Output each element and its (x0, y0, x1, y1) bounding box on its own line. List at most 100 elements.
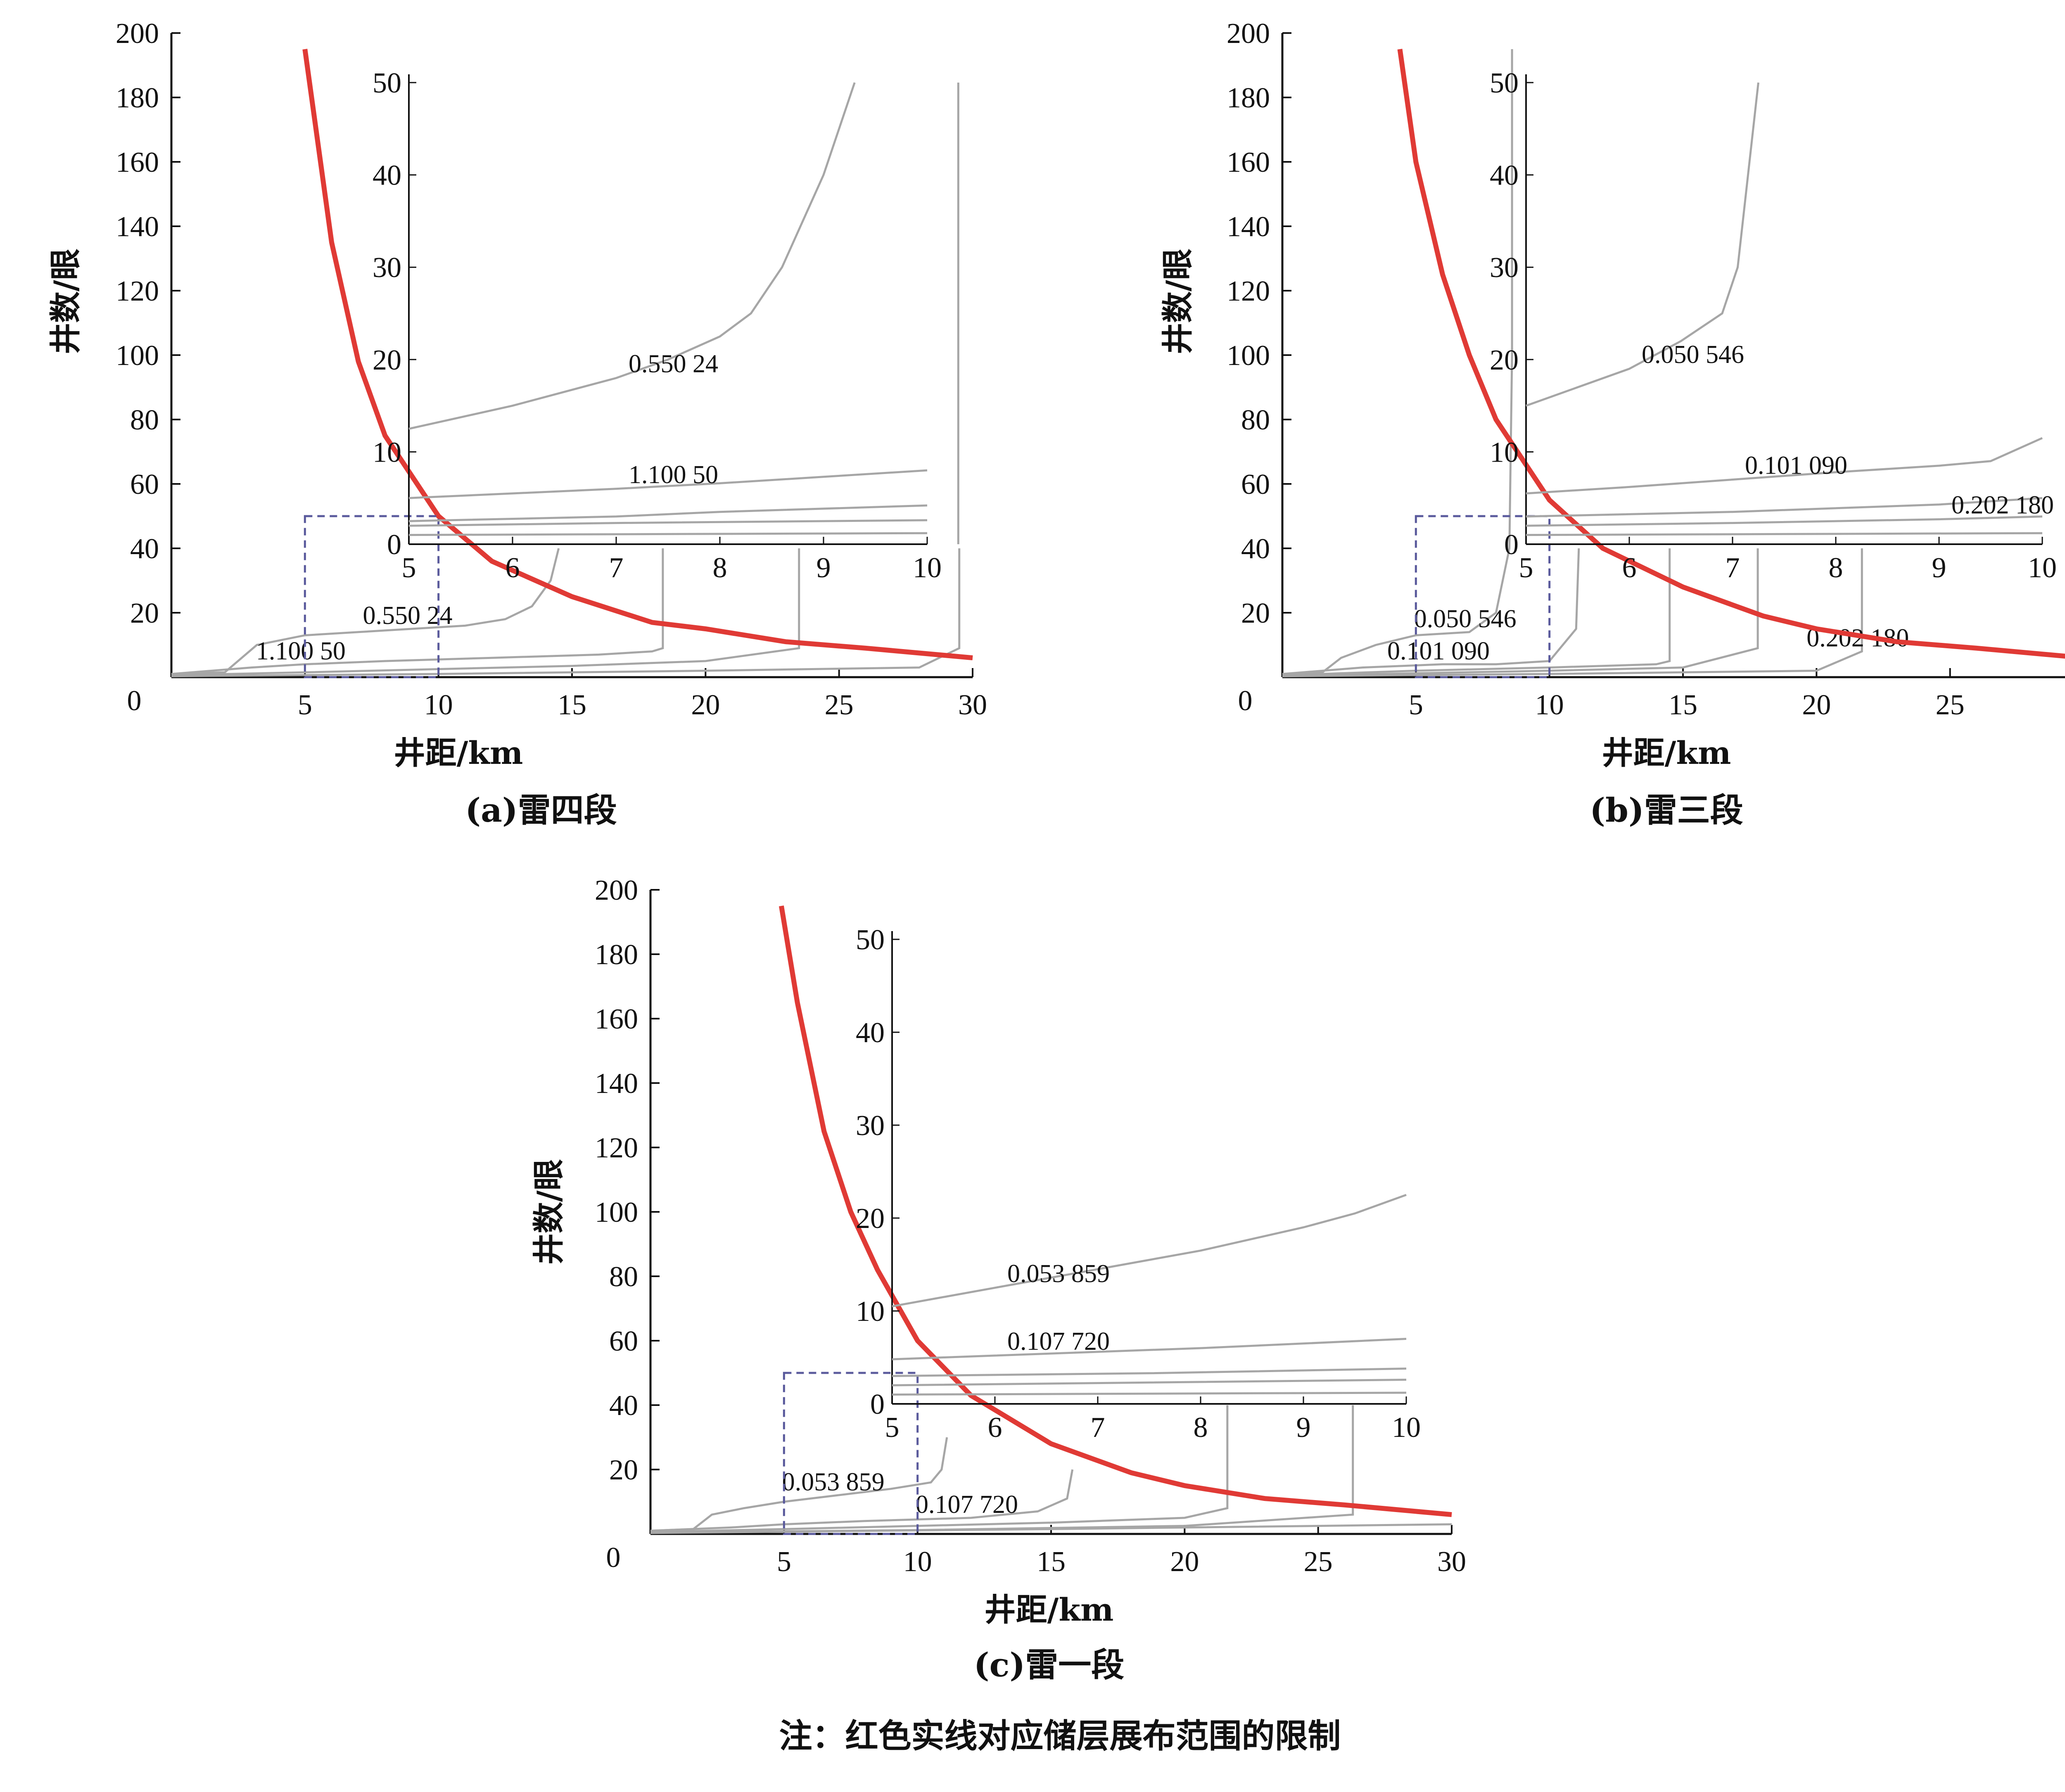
y-tick-label: 80 (130, 404, 159, 436)
contour-line (650, 1523, 1452, 1534)
inset-x-tick-label: 7 (1091, 1412, 1105, 1444)
contour-line (650, 1469, 1074, 1532)
y-tick-label: 200 (116, 18, 159, 50)
inset-y-tick-label: 20 (1490, 344, 1519, 376)
zoom-box (304, 515, 440, 678)
inset-contour-line (408, 82, 856, 430)
contour-label: 0.053 859 (782, 1468, 885, 1496)
x-tick-label: 15 (558, 689, 586, 721)
y-tick-label: 20 (1241, 597, 1270, 629)
origin-label: 0 (606, 1542, 621, 1574)
inset-contour-line (892, 1391, 1407, 1396)
inset-contour-line (408, 504, 928, 522)
inset-contour-line (408, 519, 928, 527)
zoom-box (1415, 515, 1551, 678)
y-tick-label: 60 (1241, 469, 1270, 500)
inset-y-tick-label: 50 (1490, 67, 1519, 99)
x-tick-label: 30 (958, 689, 987, 721)
y-tick-label: 140 (595, 1068, 638, 1100)
x-tick-label: 25 (825, 689, 854, 721)
inset-contour-label: 0.107 720 (1007, 1327, 1110, 1356)
inset-y-tick-label: 10 (856, 1296, 885, 1327)
y-tick-label: 160 (116, 147, 159, 178)
y-tick-label: 180 (116, 82, 159, 114)
x-tick-label: 5 (777, 1546, 791, 1578)
origin-label: 0 (1238, 685, 1253, 717)
inset-contour-line (1526, 515, 2043, 527)
inset-x-tick-label: 6 (1622, 552, 1637, 584)
inset-y-tick-label: 40 (1490, 160, 1519, 192)
x-tick-label: 10 (1535, 689, 1564, 721)
inset-y-tick-label: 30 (856, 1110, 885, 1142)
panel-caption: (b)雷三段 (1590, 791, 1743, 830)
x-tick-label: 20 (691, 689, 720, 721)
inset-y-tick-label: 30 (1490, 252, 1519, 284)
y-tick-label: 20 (609, 1454, 638, 1486)
inset-x-tick-label: 8 (1829, 552, 1843, 584)
inset-plot: 0 10 20 30 40 50 5 6 7 8 9 10 0.053 859 0.107 720 (856, 924, 1421, 1444)
contour-line (650, 1437, 948, 1532)
panel-caption: (c)雷一段 (974, 1645, 1124, 1684)
contour-line (1282, 49, 1513, 675)
y-tick-label: 200 (595, 875, 638, 906)
inset-contour-line (1526, 497, 2043, 518)
contour-line (1282, 548, 1580, 675)
inset-contour-label: 0.550 24 (629, 350, 718, 378)
y-axis-label: 井数/眼 (47, 249, 84, 354)
inset-x-tick-label: 9 (1296, 1412, 1311, 1444)
inset-y-tick-label: 50 (856, 924, 885, 956)
y-tick-label: 120 (116, 275, 159, 307)
inset-x-tick-label: 8 (713, 552, 727, 584)
x-tick-label: 5 (1409, 689, 1423, 721)
contour-line (171, 548, 800, 676)
x-axis-label: 井距/km (1602, 735, 1731, 771)
y-tick-label: 60 (130, 469, 159, 500)
inset-contour-line (408, 532, 928, 536)
inset-y-tick-label: 0 (387, 529, 401, 561)
inset-y-tick-label: 0 (870, 1389, 885, 1420)
inset-x-tick-label: 10 (1392, 1412, 1421, 1444)
x-axis-label: 井距/km (394, 735, 523, 771)
inset-contour-line (1526, 437, 2043, 495)
inset-x-tick-label: 9 (817, 552, 831, 584)
inset-x-tick-label: 5 (1519, 552, 1533, 584)
contour-label: 0.107 720 (916, 1491, 1018, 1519)
x-tick-label: 5 (298, 689, 312, 721)
x-tick-label: 25 (1304, 1546, 1333, 1578)
zoom-box (783, 1372, 919, 1535)
x-axis-label: 井距/km (985, 1591, 1114, 1628)
inset-x-tick-label: 5 (885, 1412, 900, 1444)
inset-contour-line (1526, 82, 1759, 407)
inset-x-tick-label: 10 (913, 552, 942, 584)
inset-contour-line (892, 1368, 1407, 1377)
figure-note: 注：红色实线对应储层展布范围的限制 (779, 1716, 1341, 1755)
inset-y-tick-label: 40 (856, 1017, 885, 1049)
y-tick-label: 100 (595, 1197, 638, 1228)
reservoir-limit-curve (779, 905, 1452, 1517)
inset-contour-label: 0.101 090 (1745, 451, 1847, 479)
x-tick-label: 10 (903, 1546, 932, 1578)
origin-label: 0 (127, 685, 142, 717)
contour-label: 1.100 50 (256, 637, 346, 665)
inset-contour-line (892, 1338, 1407, 1361)
y-tick-label: 40 (609, 1390, 638, 1422)
inset-y-tick-label: 10 (1490, 436, 1519, 468)
contour-line (1282, 548, 1863, 678)
inset-contour-label: 0.050 546 (1642, 341, 1744, 369)
x-tick-label: 25 (1936, 689, 1965, 721)
y-tick-label: 100 (1227, 340, 1270, 372)
y-tick-label: 80 (1241, 404, 1270, 436)
y-tick-label: 100 (116, 340, 159, 372)
y-tick-label: 60 (609, 1325, 638, 1357)
inset-y-tick-label: 40 (373, 160, 401, 192)
reservoir-limit-curve (302, 49, 973, 661)
y-axis-label: 井数/眼 (1159, 249, 1196, 354)
x-tick-label: 20 (1170, 1546, 1199, 1578)
y-tick-label: 120 (1227, 275, 1270, 307)
inset-y-tick-label: 10 (373, 436, 401, 468)
inset-x-tick-label: 7 (1726, 552, 1740, 584)
inset-y-tick-label: 30 (373, 252, 401, 284)
